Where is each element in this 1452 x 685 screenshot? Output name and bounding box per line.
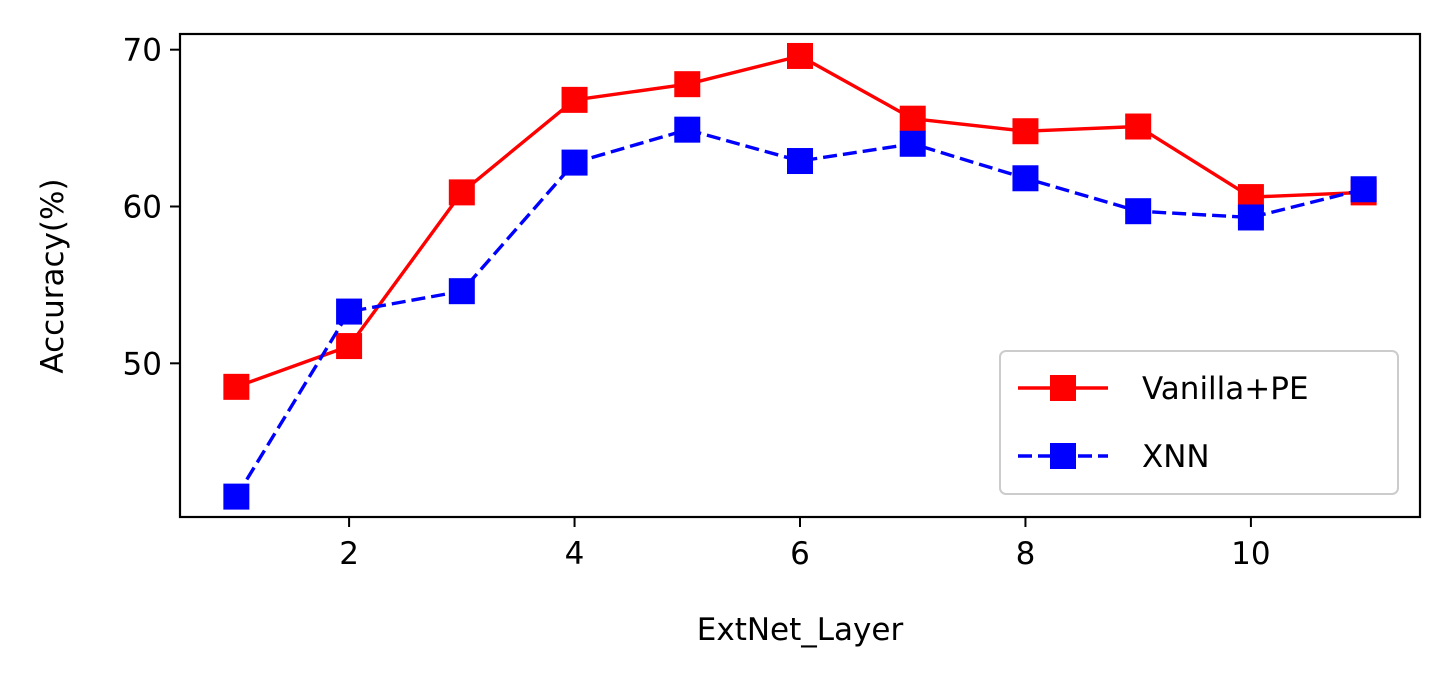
series-line-2: [234, 127, 1365, 498]
data-point-marker: [1012, 118, 1039, 145]
data-point-marker: [787, 42, 813, 69]
data-point-marker: [674, 116, 701, 143]
data-point-marker: [1125, 113, 1152, 140]
data-point-marker: [561, 149, 588, 176]
y-axis-label: Accuracy(%): [35, 178, 71, 373]
legend-label: XNN: [1142, 439, 1210, 475]
x-axis: 2 4 6 8 10: [339, 517, 1271, 572]
data-point-marker: [899, 105, 926, 132]
x-tick-label: 8: [1016, 536, 1036, 572]
data-point-marker: [1125, 198, 1152, 225]
data-point-marker: [561, 86, 588, 113]
x-tick-label: 6: [790, 536, 810, 572]
legend-marker: [1050, 443, 1076, 469]
data-point-marker: [674, 71, 701, 98]
data-point-marker: [336, 333, 363, 360]
data-point-marker: [787, 148, 813, 175]
x-axis-label: ExtNet_Layer: [697, 612, 904, 648]
y-axis: 50 60 70: [123, 33, 180, 382]
x-tick-label: 4: [565, 536, 585, 572]
data-point-marker: [1012, 165, 1039, 192]
legend-label: Vanilla+PE: [1142, 371, 1309, 407]
legend-marker: [1050, 375, 1076, 401]
data-point-marker: [223, 483, 250, 510]
series-layer: [223, 42, 1377, 510]
data-point-marker: [1350, 176, 1377, 203]
data-point-marker: [448, 278, 475, 305]
x-tick-label: 10: [1231, 536, 1270, 572]
series-line-1: [235, 54, 1364, 389]
y-tick-label: 50: [123, 346, 162, 382]
data-point-marker: [336, 298, 363, 325]
y-tick-label: 70: [123, 33, 162, 69]
data-point-marker: [448, 179, 475, 206]
data-point-marker: [899, 130, 926, 157]
x-tick-label: 2: [339, 536, 359, 572]
legend: Vanilla+PE XNN: [999, 350, 1399, 495]
y-tick-label: 60: [123, 190, 162, 226]
data-point-marker: [223, 373, 250, 400]
data-point-marker: [1237, 204, 1264, 231]
